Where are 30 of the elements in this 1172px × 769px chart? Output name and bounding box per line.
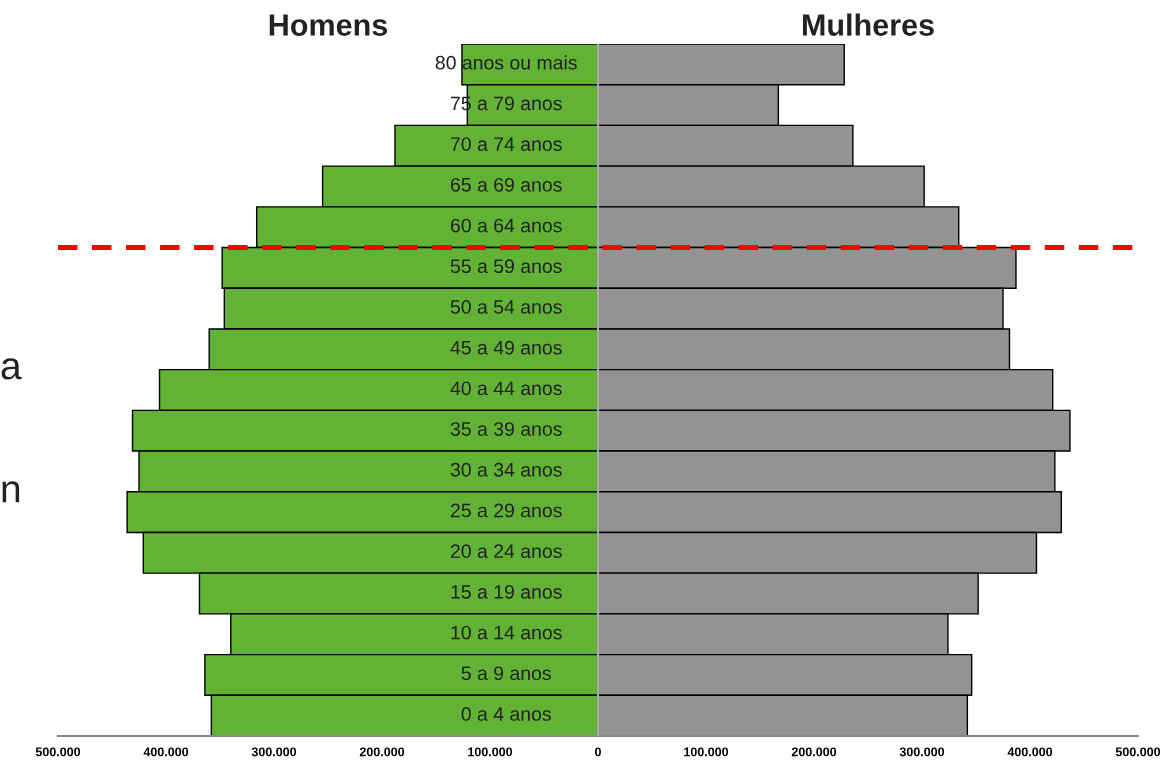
y-tick-label: 10 a 14 anos — [451, 625, 562, 640]
y-tick-label: 15 a 19 anos — [451, 584, 562, 599]
y-tick-label: 30 a 34 anos — [450, 462, 562, 477]
y-tick-label: 35 a 39 anos — [450, 422, 562, 436]
x-tick-label: 200.000 — [359, 747, 405, 757]
x-tick-label: 400.000 — [143, 747, 189, 757]
text: n — [2, 481, 20, 503]
y-tick-label: 5 a 9 anos — [461, 666, 551, 681]
x-tick-label: 400.000 — [1007, 747, 1053, 757]
x-tick-label: 0 — [595, 747, 601, 757]
x-tick-label: 500.000 — [35, 747, 81, 757]
y-tick-label: 0 a 4 anos — [461, 707, 551, 721]
x-tick-label: 500.000 — [1115, 747, 1161, 757]
y-tick-label: 50 a 54 anos — [450, 300, 562, 314]
text: a — [1, 358, 22, 380]
x-tick-label: 100.000 — [684, 747, 729, 757]
y-tick-label: 65 a 69 anos — [450, 177, 562, 192]
y-tick-label: 55 a 59 anos — [450, 259, 562, 274]
series-label: Mulheres — [802, 13, 934, 36]
y-tick-label: 70 a 74 anos — [450, 137, 562, 151]
text: Homens — [269, 14, 388, 36]
y-tick-label: 40 a 44 anos — [450, 381, 562, 396]
x-tick-label: 100.000 — [468, 747, 513, 757]
y-tick-label: 45 a 49 anos — [450, 340, 562, 355]
x-tick-label: 300.000 — [899, 747, 945, 757]
y-tick-label: 20 a 24 anos — [450, 544, 562, 559]
x-tick-label: 200.000 — [791, 747, 837, 757]
y-tick-label: 60 a 64 anos — [450, 218, 562, 233]
x-tick-label: 300.000 — [251, 747, 297, 757]
y-tick-label: 25 a 29 anos — [450, 503, 562, 518]
